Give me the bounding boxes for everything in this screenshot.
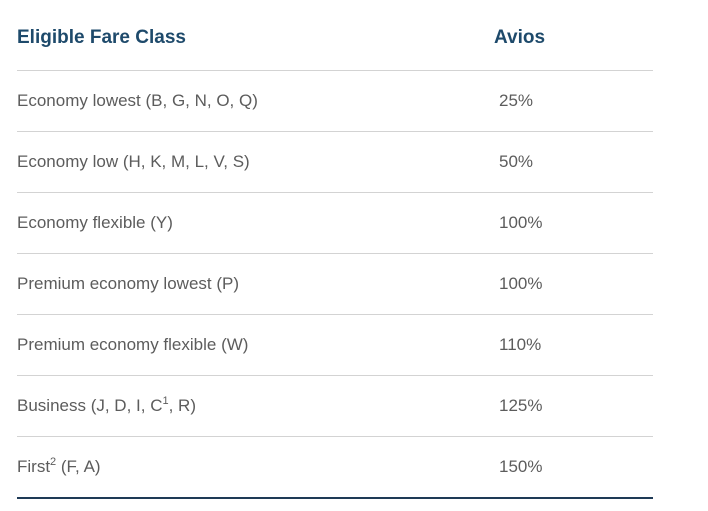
avios-cell: 150% [499, 457, 543, 476]
fare-class-text: First [17, 457, 51, 476]
table-row: Economy lowest (B, G, N, O, Q) 25% [17, 71, 653, 132]
table-row: Economy low (H, K, M, L, V, S) 50% [17, 132, 653, 193]
table-row: Business (J, D, I, C1, R) 125% [17, 376, 653, 437]
fare-class-cell: First2 (F, A) [17, 457, 101, 477]
table-row: Premium economy flexible (W) 110% [17, 315, 653, 376]
fare-class-table: Eligible Fare Class Avios Economy lowest… [17, 0, 653, 499]
table-row: First2 (F, A) 150% [17, 437, 653, 499]
fare-class-cell: Premium economy lowest (P) [17, 274, 240, 293]
fare-class-text: (F, A) [56, 457, 101, 476]
avios-cell: 25% [499, 91, 534, 110]
fare-class-cell: Premium economy flexible (W) [17, 335, 249, 354]
avios-cell: 100% [499, 274, 543, 293]
table-row: Premium economy lowest (P) 100% [17, 254, 653, 315]
table-row: Economy flexible (Y) 100% [17, 193, 653, 254]
fare-class-cell: Economy flexible (Y) [17, 213, 173, 232]
fare-class-cell: Economy low (H, K, M, L, V, S) [17, 152, 250, 171]
avios-cell: 100% [499, 213, 543, 232]
fare-class-text: , R) [168, 396, 196, 415]
fare-class-cell: Business (J, D, I, C1, R) [17, 396, 196, 416]
fare-class-text: Business (J, D, I, C [17, 396, 163, 415]
table-header-row: Eligible Fare Class Avios [17, 0, 653, 71]
footnote-marker: 1 [162, 395, 169, 407]
footnote-marker: 2 [50, 456, 57, 468]
avios-cell: 110% [499, 335, 542, 354]
avios-cell: 50% [499, 152, 534, 171]
header-eligible-fare-class: Eligible Fare Class [17, 27, 186, 48]
avios-cell: 125% [499, 396, 543, 415]
header-avios: Avios [494, 27, 546, 48]
fare-class-cell: Economy lowest (B, G, N, O, Q) [17, 91, 258, 110]
